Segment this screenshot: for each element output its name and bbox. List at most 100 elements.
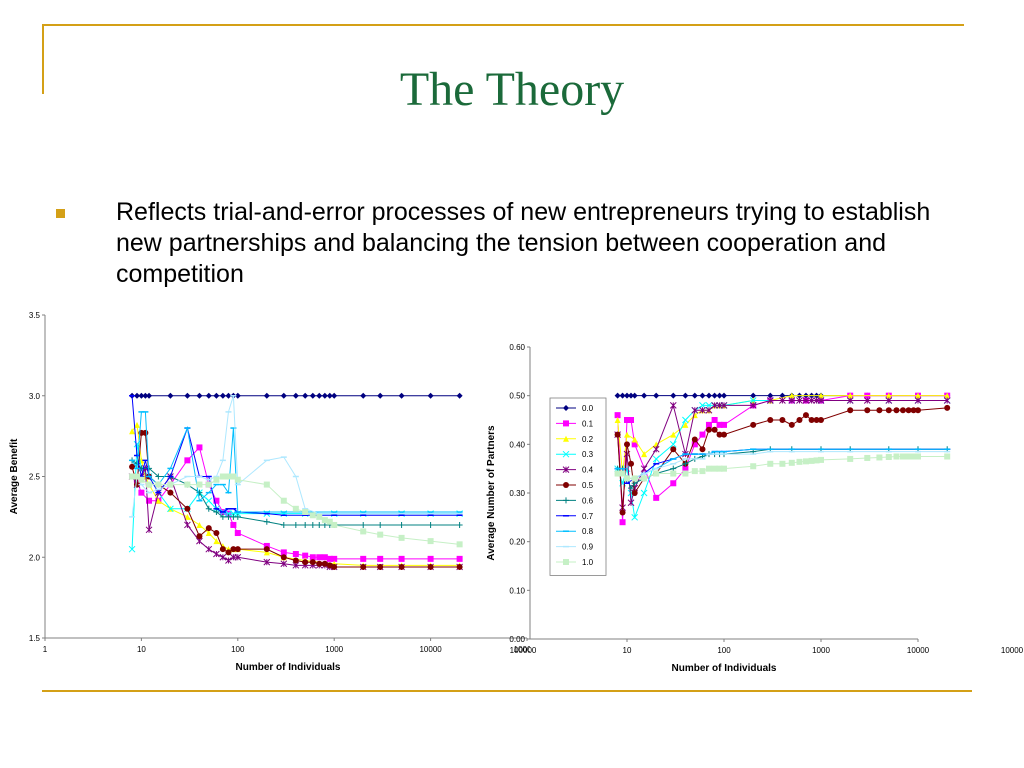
legend-box xyxy=(550,398,606,575)
data-point xyxy=(220,393,226,399)
series-1 xyxy=(129,444,463,561)
data-point xyxy=(624,441,630,447)
y-axis-title: Average Benefit xyxy=(9,438,20,514)
data-point xyxy=(302,509,308,515)
data-point xyxy=(138,490,144,496)
x-tick-label: 10 xyxy=(623,646,632,655)
data-point xyxy=(620,509,626,515)
data-point xyxy=(225,557,231,563)
data-point xyxy=(428,556,434,562)
data-point xyxy=(428,522,434,528)
y-tick-label: 1.5 xyxy=(29,634,41,643)
legend-marker xyxy=(563,559,569,565)
data-point xyxy=(235,546,241,552)
data-point xyxy=(796,459,802,465)
data-point xyxy=(670,480,676,486)
data-point xyxy=(767,417,773,423)
series-line xyxy=(132,396,460,516)
series-0.1 xyxy=(615,393,951,526)
data-point xyxy=(699,446,705,452)
data-point xyxy=(213,393,219,399)
data-point xyxy=(692,468,698,474)
legend-label: 0.5 xyxy=(582,481,594,490)
data-point xyxy=(893,407,899,413)
y-tick-label: 0.10 xyxy=(509,586,525,595)
x-tick-label: 10000 xyxy=(907,646,930,655)
data-point xyxy=(377,522,383,528)
legend-marker xyxy=(563,420,569,426)
data-point xyxy=(628,461,634,467)
data-point xyxy=(789,460,795,466)
data-point xyxy=(302,559,308,565)
data-point xyxy=(196,522,202,528)
data-point xyxy=(146,527,152,533)
y-tick-label: 2.5 xyxy=(29,473,41,482)
data-point xyxy=(915,454,921,460)
data-point xyxy=(206,498,212,504)
data-point xyxy=(712,427,718,433)
y-tick-label: 0.30 xyxy=(509,489,525,498)
data-point xyxy=(847,456,853,462)
data-point xyxy=(310,512,316,518)
data-point xyxy=(360,556,366,562)
data-point xyxy=(632,475,638,481)
data-point xyxy=(184,522,190,528)
data-point xyxy=(699,468,705,474)
data-point xyxy=(699,393,705,399)
data-point xyxy=(457,556,463,562)
data-point xyxy=(399,556,405,562)
series-line xyxy=(618,408,948,513)
data-point xyxy=(706,393,712,399)
data-point xyxy=(428,393,434,399)
series-10 xyxy=(129,474,463,548)
data-point xyxy=(641,475,647,481)
data-point xyxy=(803,412,809,418)
data-point xyxy=(428,564,434,570)
data-point xyxy=(692,436,698,442)
x-tick-label: 1000 xyxy=(812,646,830,655)
data-point xyxy=(316,522,322,528)
data-point xyxy=(184,482,190,488)
data-point xyxy=(142,430,148,436)
data-point xyxy=(146,393,152,399)
data-point xyxy=(310,522,316,528)
data-point xyxy=(184,506,190,512)
data-point xyxy=(377,564,383,570)
data-point xyxy=(264,393,270,399)
data-point xyxy=(457,564,463,570)
data-point xyxy=(944,405,950,411)
x-tick-label: 100 xyxy=(231,645,245,654)
series-6 xyxy=(129,457,463,528)
data-point xyxy=(641,466,647,472)
data-point xyxy=(692,393,698,399)
series-0.4 xyxy=(615,398,951,511)
legend-label: 0.9 xyxy=(582,543,594,552)
bullet-text: Reflects trial-and-error processes of ne… xyxy=(116,197,976,290)
x-tick-label: 10000 xyxy=(419,645,442,654)
data-point xyxy=(628,417,634,423)
data-point xyxy=(281,554,287,560)
data-point xyxy=(293,557,299,563)
data-point xyxy=(721,422,727,428)
data-point xyxy=(235,530,241,536)
data-point xyxy=(235,514,241,520)
series-3 xyxy=(129,441,463,552)
data-point xyxy=(706,466,712,472)
bottom-rule xyxy=(42,690,972,692)
x-axis-title: Number of Individuals xyxy=(235,662,340,673)
data-point xyxy=(220,474,226,480)
data-point xyxy=(915,407,921,413)
data-point xyxy=(750,463,756,469)
data-point xyxy=(789,422,795,428)
legend-label: 0.6 xyxy=(582,496,594,505)
data-point xyxy=(653,456,659,462)
series-0.6 xyxy=(615,446,951,491)
data-point xyxy=(653,495,659,501)
data-point xyxy=(818,417,824,423)
legend-marker xyxy=(563,482,569,488)
data-point xyxy=(900,454,906,460)
data-point xyxy=(399,522,405,528)
data-point xyxy=(146,482,152,488)
data-point xyxy=(377,556,383,562)
data-point xyxy=(767,461,773,467)
